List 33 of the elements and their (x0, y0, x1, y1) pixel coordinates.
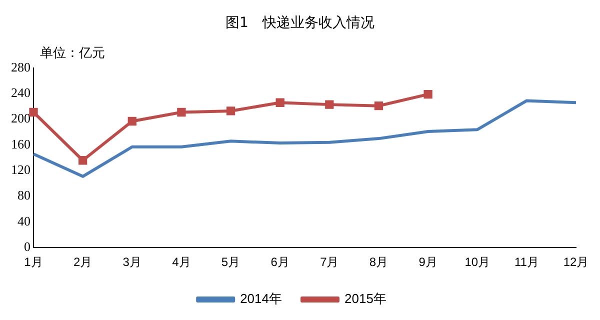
x-tick-label: 9月 (418, 255, 438, 270)
y-tick-label: 160 (11, 136, 30, 152)
point (325, 100, 334, 109)
chart-title: 图1 快递业务收入情况 (224, 14, 376, 32)
y-tick-label: 80 (18, 188, 30, 203)
legend-label: 2014年 (240, 291, 282, 306)
point (128, 116, 136, 126)
x-tick-label: 2月 (73, 255, 92, 270)
x-tick-label: 3月 (122, 255, 142, 270)
x-tick-label: 8月 (369, 255, 388, 270)
point (276, 98, 284, 107)
x-tick-label: 5月 (221, 255, 240, 270)
legend-label: 2015年 (344, 291, 386, 306)
x-tick-label: 1月 (24, 255, 43, 270)
x-tick-label: 6月 (270, 255, 290, 270)
y-tick-label: 120 (11, 162, 30, 178)
x-tick-label: 10月 (464, 255, 490, 270)
y-tick-label: 200 (11, 110, 30, 126)
y-tick-label: 40 (18, 213, 30, 228)
y-tick-label: 280 (11, 59, 30, 74)
x-tick-label: 12月 (563, 255, 589, 270)
x-tick-label: 4月 (172, 255, 191, 270)
x-tick-label: 7月 (320, 255, 339, 270)
point (29, 108, 38, 117)
point (177, 108, 186, 117)
point (226, 106, 236, 116)
x-tick-label: 11月 (514, 255, 539, 270)
y-tick-label: 240 (11, 85, 30, 100)
point (78, 156, 88, 165)
y-tick-label: 0 (24, 239, 30, 254)
y-axis-title: 单位：亿元 (40, 45, 105, 62)
point (374, 102, 384, 110)
point (424, 90, 432, 99)
